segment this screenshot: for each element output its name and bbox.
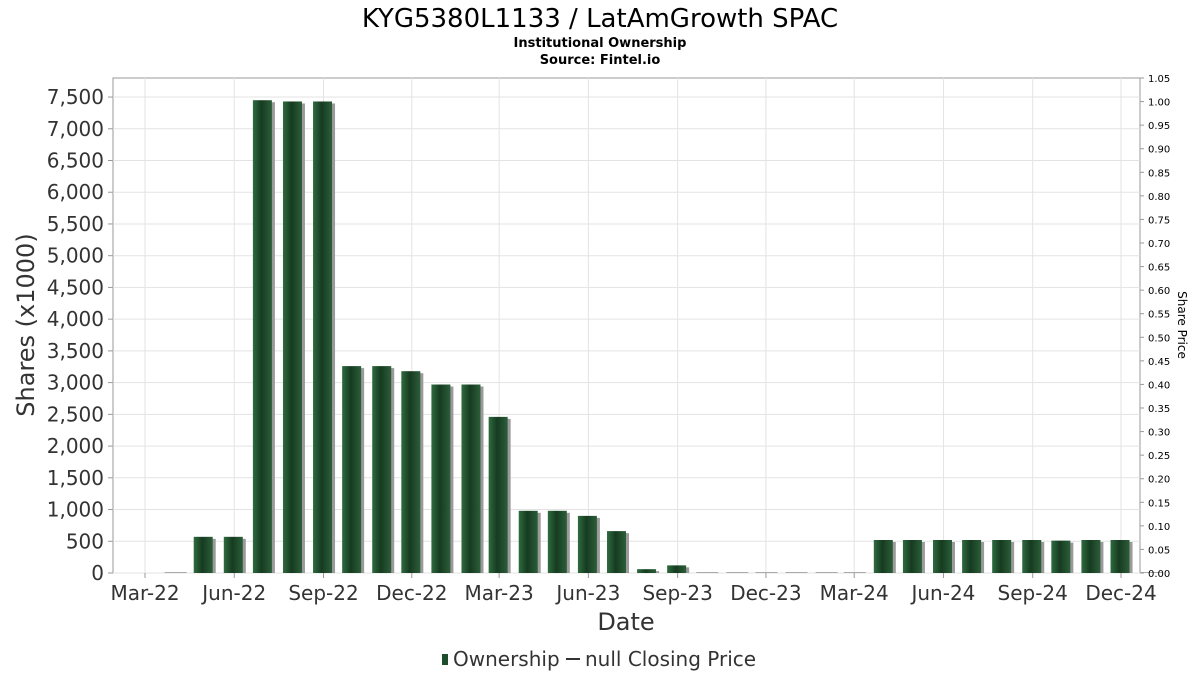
y-tick-label: 3,000 <box>47 371 104 395</box>
bar <box>282 101 302 573</box>
bar <box>1022 540 1042 573</box>
y2-tick-label: 0.05 <box>1148 545 1170 556</box>
bar <box>193 536 213 573</box>
y-tick-label: 5,500 <box>47 212 104 236</box>
bar-baseline <box>815 572 838 573</box>
bar <box>1110 540 1130 573</box>
chart-source: Source: Fintel.io <box>540 53 661 68</box>
y-tick-label: 1,000 <box>47 498 104 522</box>
y2-tick-label: 0.10 <box>1148 522 1170 533</box>
y2-tick-label: 1.00 <box>1148 98 1170 109</box>
bar <box>313 101 333 573</box>
x-tick-label: Mar-24 <box>820 581 889 605</box>
bar <box>461 384 481 573</box>
y-tick-label: 0 <box>91 561 104 585</box>
bar <box>992 540 1012 573</box>
y2-tick-label: 0.20 <box>1148 475 1170 486</box>
y2-axis-label: Share Price <box>1175 291 1189 359</box>
bar <box>518 510 538 573</box>
y2-tick-label: 0.95 <box>1148 121 1170 132</box>
bar <box>667 565 687 573</box>
bar <box>873 540 893 573</box>
x-tick-label: Jun-23 <box>554 581 620 605</box>
y2-tick-label: 1.05 <box>1148 74 1170 85</box>
bar <box>223 536 243 573</box>
chart-subtitle: Institutional Ownership <box>514 36 687 51</box>
legend-label-price: null Closing Price <box>585 647 756 671</box>
chart-title: KYG5380L1133 / LatAmGrowth SPAC <box>362 4 838 34</box>
bar-series-ownership <box>164 100 1163 573</box>
x-tick-label: Mar-23 <box>465 581 534 605</box>
y2-tick-label: 0.75 <box>1148 215 1170 226</box>
y2-tick-label: 0.40 <box>1148 380 1170 391</box>
y-tick-label: 6,500 <box>47 149 104 173</box>
bar <box>932 540 952 573</box>
y2-tick-label: 0.85 <box>1148 168 1170 179</box>
x-tick-label: Jun-24 <box>909 581 975 605</box>
y2-tick-label: 0.25 <box>1148 451 1170 462</box>
x-axis-label: Date <box>597 608 654 636</box>
y-tick-label: 3,500 <box>47 339 104 363</box>
x-tick-label: Dec-22 <box>376 581 447 605</box>
legend: Ownership null Closing Price <box>442 647 756 671</box>
bar <box>252 100 272 573</box>
y-tick-label: 2,500 <box>47 402 104 426</box>
y2-tick-label: 0.90 <box>1148 145 1170 156</box>
x-tick-label: Sep-24 <box>998 581 1068 605</box>
y2-tick-label: 0.65 <box>1148 263 1170 274</box>
bar <box>637 569 657 573</box>
y-tick-label: 4,500 <box>47 275 104 299</box>
legend-label-ownership: Ownership <box>453 647 560 671</box>
bar <box>488 416 508 573</box>
bar <box>607 531 627 573</box>
bar <box>1051 540 1071 573</box>
bar-baseline <box>164 572 187 573</box>
y2-tick-label: 0.60 <box>1148 286 1170 297</box>
bar-baseline <box>1140 572 1163 573</box>
bar-baseline <box>755 572 778 573</box>
bar <box>577 515 597 573</box>
x-tick-label: Sep-23 <box>642 581 712 605</box>
bar <box>547 510 567 573</box>
bar <box>962 540 982 573</box>
y2-tick-label: 0.00 <box>1148 569 1170 580</box>
bar <box>401 371 421 573</box>
y-tick-label: 5,000 <box>47 244 104 268</box>
x-tick-label: Jun-22 <box>200 581 266 605</box>
y2-tick-label: 0.70 <box>1148 239 1170 250</box>
y-tick-label: 7,500 <box>47 85 104 109</box>
y-tick-label: 500 <box>66 529 104 553</box>
y2-tick-label: 0.35 <box>1148 404 1170 415</box>
y2-tick-label: 0.30 <box>1148 428 1170 439</box>
bar <box>431 384 451 573</box>
bar-baseline <box>785 572 808 573</box>
y-tick-label: 6,000 <box>47 180 104 204</box>
x-tick-label: Mar-22 <box>110 581 179 605</box>
y2-axis-ticks: 0.00 0.05 0.10 0.15 0.20 0.25 0.30 0.35 0.40 0.45… <box>1140 74 1170 580</box>
y-axis-label: Shares (x1000) <box>12 233 40 416</box>
bar <box>342 366 362 573</box>
y-axis-ticks: 0 500 1,000 1,500 2,000 2,500 3,000 3,500 4,000 4… <box>47 85 113 585</box>
y2-tick-label: 0.15 <box>1148 498 1170 509</box>
y2-tick-label: 0.55 <box>1148 310 1170 321</box>
y-tick-label: 1,500 <box>47 466 104 490</box>
y-tick-label: 2,000 <box>47 434 104 458</box>
bar <box>372 366 392 573</box>
x-tick-label: Sep-22 <box>288 581 358 605</box>
bar <box>902 540 922 573</box>
x-tick-label: Dec-24 <box>1085 581 1156 605</box>
y2-tick-label: 0.45 <box>1148 357 1170 368</box>
legend-swatch-ownership <box>442 654 448 665</box>
y-tick-label: 7,000 <box>47 117 104 141</box>
y2-tick-label: 0.50 <box>1148 333 1170 344</box>
y2-tick-label: 0.80 <box>1148 192 1170 203</box>
bar-baseline <box>696 572 719 573</box>
bar-baseline <box>843 572 866 573</box>
bar <box>1081 540 1101 573</box>
x-tick-label: Dec-23 <box>730 581 801 605</box>
x-axis-ticks: Mar-22 Jun-22 Sep-22 Dec-22 Mar-23 Jun-23 Sep-… <box>110 573 1157 605</box>
y-tick-label: 4,000 <box>47 307 104 331</box>
bar-baseline <box>726 572 749 573</box>
